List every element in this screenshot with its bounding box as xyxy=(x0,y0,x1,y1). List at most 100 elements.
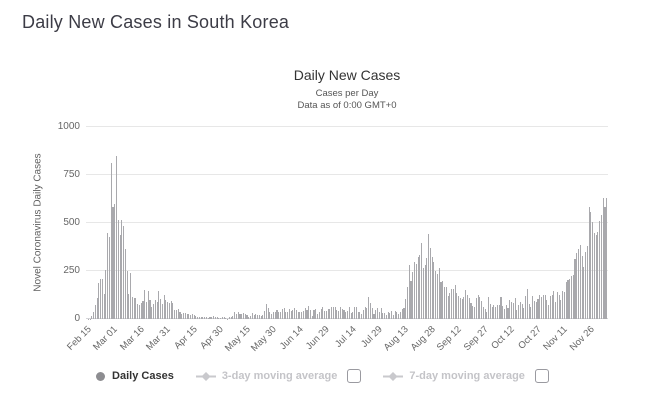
daily-cases-bar[interactable] xyxy=(98,282,100,319)
daily-cases-bar[interactable] xyxy=(595,234,597,319)
daily-cases-bar[interactable] xyxy=(391,310,393,319)
daily-cases-bar[interactable] xyxy=(355,307,357,319)
daily-cases-bar[interactable] xyxy=(500,297,502,319)
daily-cases-bar[interactable] xyxy=(191,313,193,319)
daily-cases-bar[interactable] xyxy=(542,294,544,319)
daily-cases-bar[interactable] xyxy=(475,297,477,319)
daily-cases-bar[interactable] xyxy=(168,302,170,319)
daily-cases-bar[interactable] xyxy=(556,291,558,319)
daily-cases-bar[interactable] xyxy=(567,279,569,319)
daily-cases-bar[interactable] xyxy=(578,249,580,319)
daily-cases-bar[interactable] xyxy=(530,307,532,319)
daily-cases-bar[interactable] xyxy=(438,267,440,319)
daily-cases-bar[interactable] xyxy=(398,313,400,319)
daily-cases-bar[interactable] xyxy=(188,313,190,319)
daily-cases-bar[interactable] xyxy=(325,310,327,319)
daily-cases-bar[interactable] xyxy=(220,317,222,319)
daily-cases-bar[interactable] xyxy=(107,232,109,319)
daily-cases-bar[interactable] xyxy=(309,309,312,319)
checkbox-7-day-moving-average[interactable] xyxy=(534,369,549,383)
daily-cases-bar[interactable] xyxy=(549,296,551,319)
daily-cases-bar[interactable] xyxy=(225,318,227,319)
daily-cases-bar[interactable] xyxy=(114,204,116,319)
daily-cases-bar[interactable] xyxy=(593,233,595,319)
daily-cases-bar[interactable] xyxy=(539,295,541,319)
daily-cases-bar[interactable] xyxy=(570,276,573,319)
daily-cases-bar[interactable] xyxy=(375,309,377,319)
legend-item-daily-cases[interactable]: Daily Cases xyxy=(96,370,174,382)
daily-cases-bar[interactable] xyxy=(181,313,183,319)
daily-cases-bar[interactable] xyxy=(193,314,195,319)
daily-cases-bar[interactable] xyxy=(318,311,320,319)
daily-cases-bar[interactable] xyxy=(373,314,375,319)
daily-cases-bar[interactable] xyxy=(481,300,483,319)
daily-cases-bar[interactable] xyxy=(295,309,297,319)
daily-cases-bar[interactable] xyxy=(283,308,285,319)
daily-cases-bar[interactable] xyxy=(336,309,338,319)
daily-cases-bar[interactable] xyxy=(271,313,273,319)
daily-cases-bar[interactable] xyxy=(242,313,245,319)
daily-cases-bar[interactable] xyxy=(329,308,331,319)
daily-cases-bar[interactable] xyxy=(516,309,518,319)
daily-cases-bar[interactable] xyxy=(262,315,264,319)
daily-cases-bar[interactable] xyxy=(456,292,458,319)
daily-cases-bar[interactable] xyxy=(302,310,304,319)
daily-cases-bar[interactable] xyxy=(204,316,206,319)
daily-cases-bar[interactable] xyxy=(440,281,442,319)
daily-cases-bar[interactable] xyxy=(276,309,278,319)
daily-cases-bar[interactable] xyxy=(228,317,230,319)
daily-cases-bar[interactable] xyxy=(488,297,490,319)
daily-cases-bar[interactable] xyxy=(128,293,130,319)
daily-cases-bar[interactable] xyxy=(255,314,257,319)
daily-cases-bar[interactable] xyxy=(345,312,347,319)
daily-cases-bar[interactable] xyxy=(221,316,223,319)
daily-cases-bar[interactable] xyxy=(339,306,342,319)
daily-cases-bar[interactable] xyxy=(96,298,98,319)
daily-cases-bar[interactable] xyxy=(348,307,350,319)
daily-cases-bar[interactable] xyxy=(299,311,301,319)
daily-cases-bar[interactable] xyxy=(290,310,292,319)
daily-cases-bar[interactable] xyxy=(551,295,553,319)
daily-cases-bar[interactable] xyxy=(422,267,424,319)
daily-cases-bar[interactable] xyxy=(267,307,269,319)
daily-cases-bar[interactable] xyxy=(124,248,126,319)
daily-cases-bar[interactable] xyxy=(368,297,370,319)
daily-cases-bar[interactable] xyxy=(281,309,283,319)
daily-cases-bar[interactable] xyxy=(174,309,176,319)
daily-cases-bar[interactable] xyxy=(123,226,125,319)
daily-cases-bar[interactable] xyxy=(244,313,246,319)
daily-cases-bar[interactable] xyxy=(565,282,567,319)
daily-cases-bar[interactable] xyxy=(454,285,456,319)
daily-cases-bar[interactable] xyxy=(248,316,250,319)
daily-cases-bar[interactable] xyxy=(378,312,380,319)
daily-cases-bar[interactable] xyxy=(103,294,105,319)
daily-cases-bar[interactable] xyxy=(320,309,322,319)
daily-cases-bar[interactable] xyxy=(153,304,155,319)
daily-cases-bar[interactable] xyxy=(334,307,336,319)
daily-cases-bar[interactable] xyxy=(572,274,574,319)
daily-cases-bar[interactable] xyxy=(137,304,139,319)
daily-cases-bar[interactable] xyxy=(110,162,112,319)
daily-cases-bar[interactable] xyxy=(599,220,601,319)
daily-cases-bar[interactable] xyxy=(274,311,276,319)
daily-cases-bar[interactable] xyxy=(317,313,319,319)
daily-cases-bar[interactable] xyxy=(399,312,401,319)
daily-cases-bar[interactable] xyxy=(546,300,548,319)
daily-cases-bar[interactable] xyxy=(496,304,498,319)
daily-cases-bar[interactable] xyxy=(287,311,289,319)
daily-cases-bar[interactable] xyxy=(184,312,186,319)
daily-cases-bar[interactable] xyxy=(472,305,474,319)
daily-cases-bar[interactable] xyxy=(389,312,391,319)
daily-cases-bar[interactable] xyxy=(253,314,255,319)
daily-cases-bar[interactable] xyxy=(410,281,412,319)
daily-cases-bar[interactable] xyxy=(403,308,405,319)
daily-cases-bar[interactable] xyxy=(100,278,102,319)
daily-cases-bar[interactable] xyxy=(214,317,216,319)
daily-cases-bar[interactable] xyxy=(502,305,504,319)
daily-cases-bar[interactable] xyxy=(352,311,354,319)
daily-cases-bar[interactable] xyxy=(431,256,433,319)
daily-cases-bar[interactable] xyxy=(526,289,528,319)
daily-cases-bar[interactable] xyxy=(251,312,253,319)
daily-cases-bar[interactable] xyxy=(553,291,555,319)
legend-item-7-day-moving-average[interactable]: 7-day moving average xyxy=(383,370,525,382)
